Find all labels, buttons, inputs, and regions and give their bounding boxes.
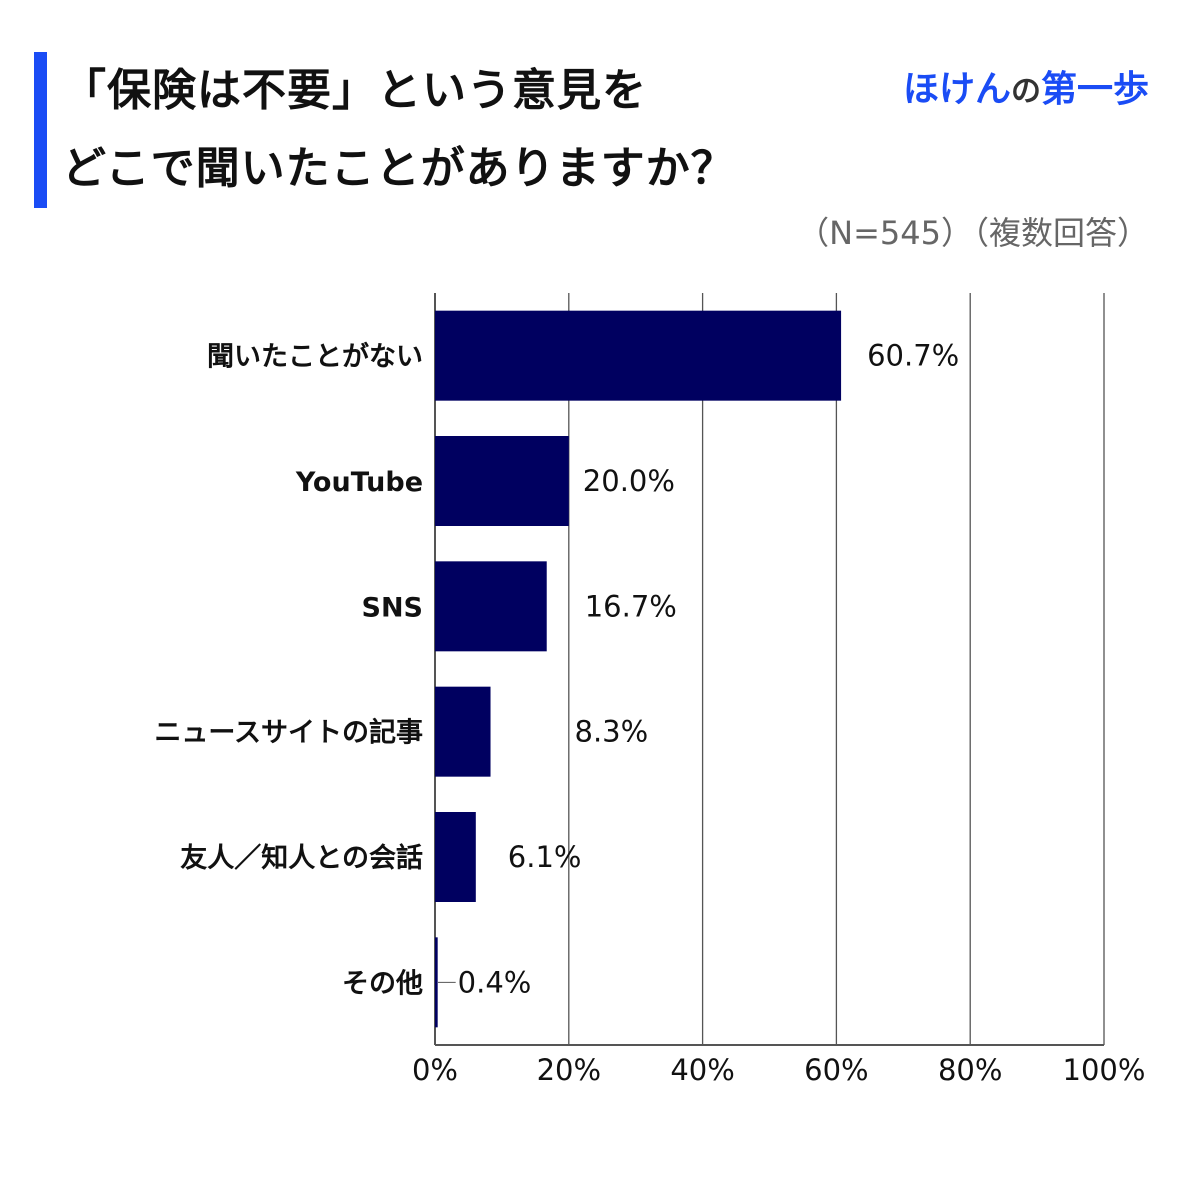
x-tick-label: 40% [670, 1053, 734, 1087]
logo-text-2: の [1010, 74, 1041, 109]
value-label: 0.4% [458, 965, 532, 999]
value-label: 6.1% [508, 840, 582, 874]
bar [435, 436, 569, 526]
chart-title: 「保険は不要」という意見を どこで聞いたことがありますか？ [62, 52, 736, 208]
category-label: 友人／知人との会話 [180, 842, 423, 874]
title-line-1: 「保険は不要」という意見を [62, 65, 647, 116]
bar [435, 310, 842, 401]
category-label: ニュースサイトの記事 [154, 717, 423, 749]
value-label: 60.7% [867, 339, 959, 373]
logo-text-3: 第一歩 [1040, 69, 1149, 110]
title-accent-bar [34, 52, 47, 208]
bar [435, 812, 476, 902]
value-label: 16.7% [585, 589, 677, 623]
category-label: 聞いたことがない [207, 341, 423, 373]
x-tick-label: 20% [537, 1053, 601, 1087]
x-tick-label: 0% [412, 1053, 458, 1087]
bar [435, 561, 547, 652]
title-line-2: どこで聞いたことがありますか？ [62, 143, 736, 194]
category-label: YouTube [295, 467, 423, 498]
x-tick-label: 80% [938, 1053, 1002, 1087]
category-label: その他 [342, 968, 423, 999]
logo-text-1: ほけん [902, 69, 1011, 110]
value-label: 20.0% [583, 464, 675, 498]
x-tick-label: 60% [804, 1053, 868, 1087]
value-label: 8.3% [575, 715, 649, 749]
bar [435, 937, 438, 1028]
x-tick-label: 100% [1063, 1053, 1146, 1087]
brand-logo: ほけんの第一歩 [903, 60, 1149, 112]
category-label: SNS [362, 592, 424, 623]
bar [435, 686, 491, 777]
sample-note: （N=545）（複数回答） [797, 214, 1149, 252]
